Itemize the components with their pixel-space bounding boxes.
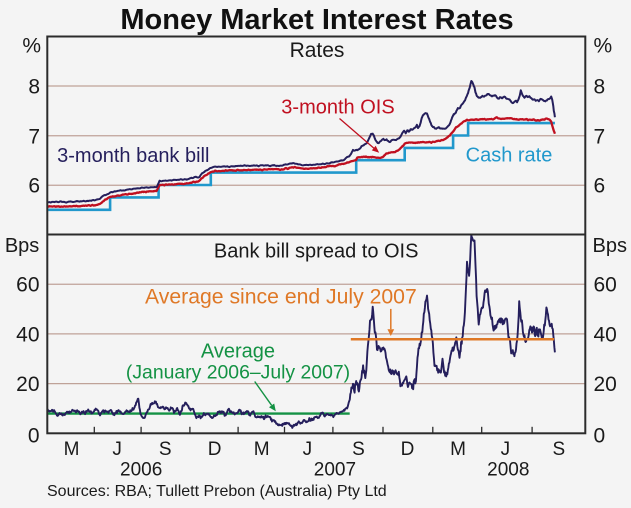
svg-text:Bps: Bps (5, 235, 39, 257)
svg-text:Money Market Interest Rates: Money Market Interest Rates (120, 4, 513, 36)
svg-text:6: 6 (594, 175, 606, 198)
svg-text:Sources: RBA; Tullett Prebon (: Sources: RBA; Tullett Prebon (Australia)… (47, 483, 387, 500)
svg-text:20: 20 (594, 373, 617, 396)
svg-text:Average: Average (201, 341, 275, 363)
svg-text:0: 0 (28, 424, 40, 447)
svg-text:3-month OIS: 3-month OIS (281, 97, 394, 119)
svg-text:J: J (112, 439, 122, 460)
svg-text:M: M (64, 439, 80, 460)
svg-text:8: 8 (28, 76, 40, 99)
svg-text:S: S (159, 439, 172, 460)
svg-text:6: 6 (28, 175, 40, 198)
svg-text:2008: 2008 (487, 460, 529, 481)
svg-text:7: 7 (594, 125, 606, 148)
svg-text:40: 40 (16, 323, 39, 346)
svg-text:2007: 2007 (314, 460, 356, 481)
svg-text:60: 60 (594, 274, 617, 297)
svg-text:%: % (594, 35, 613, 58)
svg-text:40: 40 (594, 323, 617, 346)
svg-text:2006: 2006 (120, 460, 162, 481)
svg-text:Average since end July 2007: Average since end July 2007 (145, 286, 417, 309)
svg-text:Bank bill spread to OIS: Bank bill spread to OIS (214, 240, 419, 262)
svg-text:J: J (501, 439, 511, 460)
svg-text:M: M (450, 439, 466, 460)
svg-text:0: 0 (594, 424, 606, 447)
svg-text:Rates: Rates (290, 39, 345, 62)
svg-text:(January 2006–July 2007): (January 2006–July 2007) (126, 361, 350, 383)
svg-text:%: % (22, 35, 41, 58)
svg-text:Bps: Bps (593, 235, 627, 257)
svg-text:D: D (208, 439, 222, 460)
svg-text:D: D (401, 439, 415, 460)
svg-text:60: 60 (16, 274, 39, 297)
svg-text:J: J (303, 439, 313, 460)
svg-text:S: S (352, 439, 365, 460)
svg-text:Cash rate: Cash rate (466, 145, 553, 167)
svg-text:20: 20 (16, 373, 39, 396)
svg-text:7: 7 (28, 125, 40, 148)
svg-text:8: 8 (594, 76, 606, 99)
svg-text:3-month bank bill: 3-month bank bill (57, 145, 209, 167)
svg-text:S: S (552, 439, 565, 460)
svg-text:M: M (254, 439, 270, 460)
